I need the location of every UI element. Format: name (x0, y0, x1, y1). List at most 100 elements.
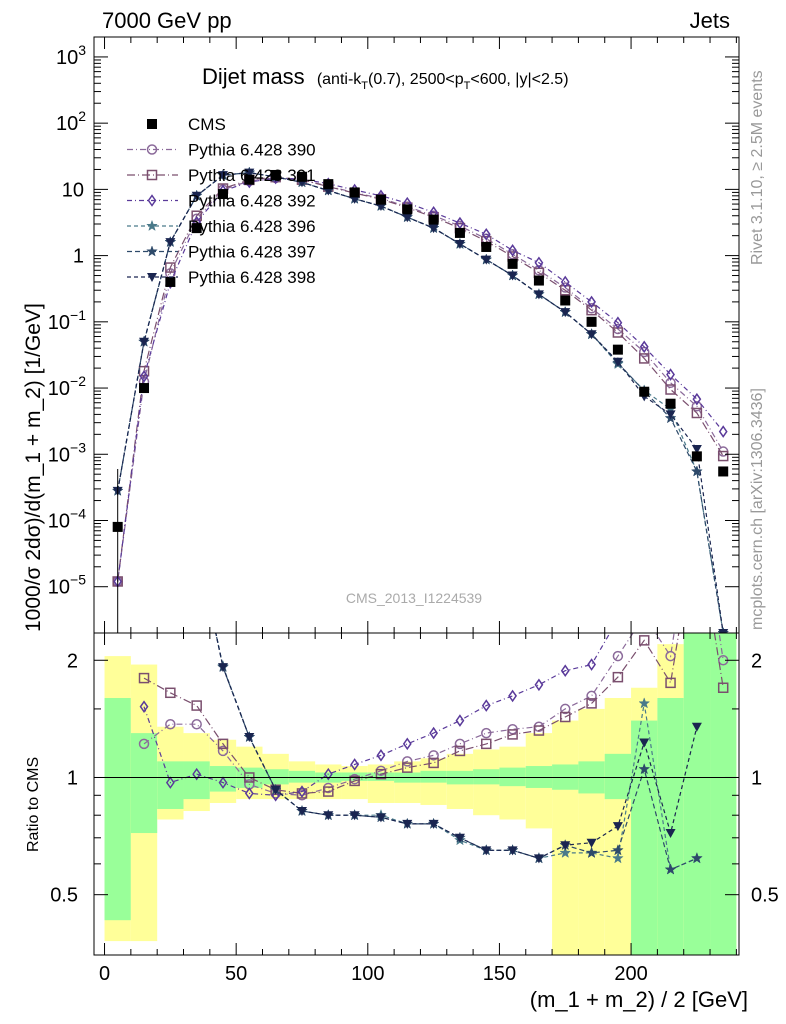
pythia-391-point (191, 210, 202, 221)
legend-marker (147, 119, 157, 129)
pythia-391-ratio-point (507, 729, 518, 740)
cms-data-point (191, 223, 202, 234)
cms-data-point (428, 214, 439, 225)
pythia-392-ratio-point (508, 689, 518, 703)
legend-label: CMS (188, 115, 226, 134)
ratio-tick-label-right: 0.5 (751, 885, 779, 907)
pythia-397-ratio-point (638, 762, 651, 775)
pythia-398-point (691, 445, 702, 455)
pythia-396-ratio-point (559, 846, 572, 859)
cms-data-point (165, 276, 176, 287)
cms-data-point (612, 344, 623, 355)
pythia-396-ratio-point (638, 697, 651, 709)
pythia-392-ratio-point (429, 726, 439, 740)
pythia-398-ratio-point (454, 833, 465, 843)
pythia-398-ratio-point (507, 846, 518, 856)
pythia-392-point (139, 370, 149, 383)
rivet-version-label: Rivet 3.1.10, ≥ 2.5M events (749, 70, 766, 265)
legend-marker (147, 273, 157, 282)
pythia-398-ratio-point (349, 811, 360, 821)
pythia-398-point (665, 410, 676, 420)
pythia-392-ratio-line (143, 633, 611, 796)
pythia-392-point (692, 392, 702, 406)
pythia-392-ratio-point (376, 749, 386, 762)
pythia-391-point (165, 262, 176, 273)
pythia-390-ratio-point (454, 738, 466, 750)
cms-data-point (454, 227, 465, 238)
pythia-392-point (534, 256, 544, 270)
legend-label: Pythia 6.428 391 (188, 166, 316, 185)
cms-data-point (218, 189, 228, 200)
legend-marker (146, 219, 158, 231)
legend-label: Pythia 6.428 398 (188, 268, 316, 287)
ratio-panel-frame (93, 632, 740, 956)
legend-label: Pythia 6.428 390 (188, 141, 316, 160)
cms-data-point (718, 466, 729, 477)
pythia-398-ratio-point (244, 733, 255, 743)
pythia-391-ratio-point (217, 738, 229, 750)
pythia-397-ratio-point (690, 852, 703, 864)
pythia-391-ratio-point (533, 725, 545, 736)
pythia-391-ratio-point (665, 677, 676, 689)
ratio-uncertainty-bands (104, 633, 737, 955)
pythia-398-ratio-point (665, 829, 676, 839)
pythia-390-line (117, 177, 724, 582)
pythia-391-ratio-point (586, 698, 597, 709)
pythia-390-ratio-point (559, 703, 571, 715)
pythia-391-ratio-point (717, 682, 729, 694)
ratio-band-outer (552, 720, 579, 955)
cms-data-point (244, 174, 255, 185)
ratio-band-inner (420, 770, 447, 783)
title-sub-post: <600, |y|<2.5) (470, 71, 568, 88)
pythia-391-ratio-point (138, 672, 150, 684)
y-tick-label: 102 (56, 108, 86, 135)
pythia-392-point (639, 340, 649, 354)
pythia-391-ratio-point (165, 687, 176, 699)
cms-data-point (375, 194, 386, 205)
y-tick-label: 10−1 (48, 307, 86, 334)
pythia-392-ratio-point (218, 776, 228, 789)
pythia-390-ratio-point (640, 611, 649, 620)
pythia-391-ratio-point (349, 775, 360, 787)
pythia-398-point (139, 337, 150, 347)
pythia-391-ratio-point (559, 711, 571, 723)
title-main: Dijet mass (202, 64, 305, 89)
cms-data-point (533, 275, 544, 286)
ratio-axis-title: Ratio to CMS (25, 757, 42, 852)
pythia-398-ratio-point (639, 738, 650, 748)
cms-data-point (481, 241, 492, 252)
pythia-390-ratio-point (586, 690, 597, 702)
pythia-391-ratio-point (692, 519, 701, 528)
pythia-398-ratio-point (375, 813, 386, 823)
cms-data-point (323, 179, 334, 190)
chart-title: Dijet mass (anti-kT(0.7), 2500<pT<600, |… (202, 64, 569, 92)
y-tick-label: 10−3 (48, 439, 86, 466)
pythia-392-ratio-point (720, 538, 727, 548)
pythia-392-ratio-point (667, 598, 674, 608)
cms-data-point (507, 258, 518, 269)
y-tick-label: 10−5 (48, 572, 86, 599)
pythia-392-ratio-point (455, 714, 465, 727)
mcplots-credit-label: mcplots.cern.ch [arXiv:1306.3436] (749, 388, 766, 630)
ratio-band-inner (683, 633, 711, 955)
pythia-398-ratio-point (402, 819, 413, 829)
pythia-398-ratio-point (323, 811, 334, 821)
ratio-band-inner (130, 733, 158, 834)
pythia-392-ratio-point (614, 614, 621, 624)
pythia-398-point (560, 308, 571, 318)
pythia-392-point (613, 316, 623, 330)
pythia-398-ratio-point (218, 663, 228, 673)
pythia-392-ratio-point (165, 776, 175, 789)
pythia-398-ratio-point (612, 822, 623, 832)
pythia-392-ratio-point (587, 658, 596, 671)
ratio-band-inner (104, 698, 131, 921)
pythia-398-line (117, 171, 724, 633)
pythia-398-point (428, 224, 439, 234)
pythia-391-ratio-point (638, 635, 650, 646)
pythia-390-point (691, 401, 703, 412)
title-sub-pre: (anti-k (317, 71, 362, 88)
axis-ticks: 0 50 100 150 20010310210110−110−210−310−410−… (48, 37, 779, 985)
pythia-398-ratio-point (428, 819, 439, 829)
pythia-391-ratio-point (191, 700, 202, 711)
